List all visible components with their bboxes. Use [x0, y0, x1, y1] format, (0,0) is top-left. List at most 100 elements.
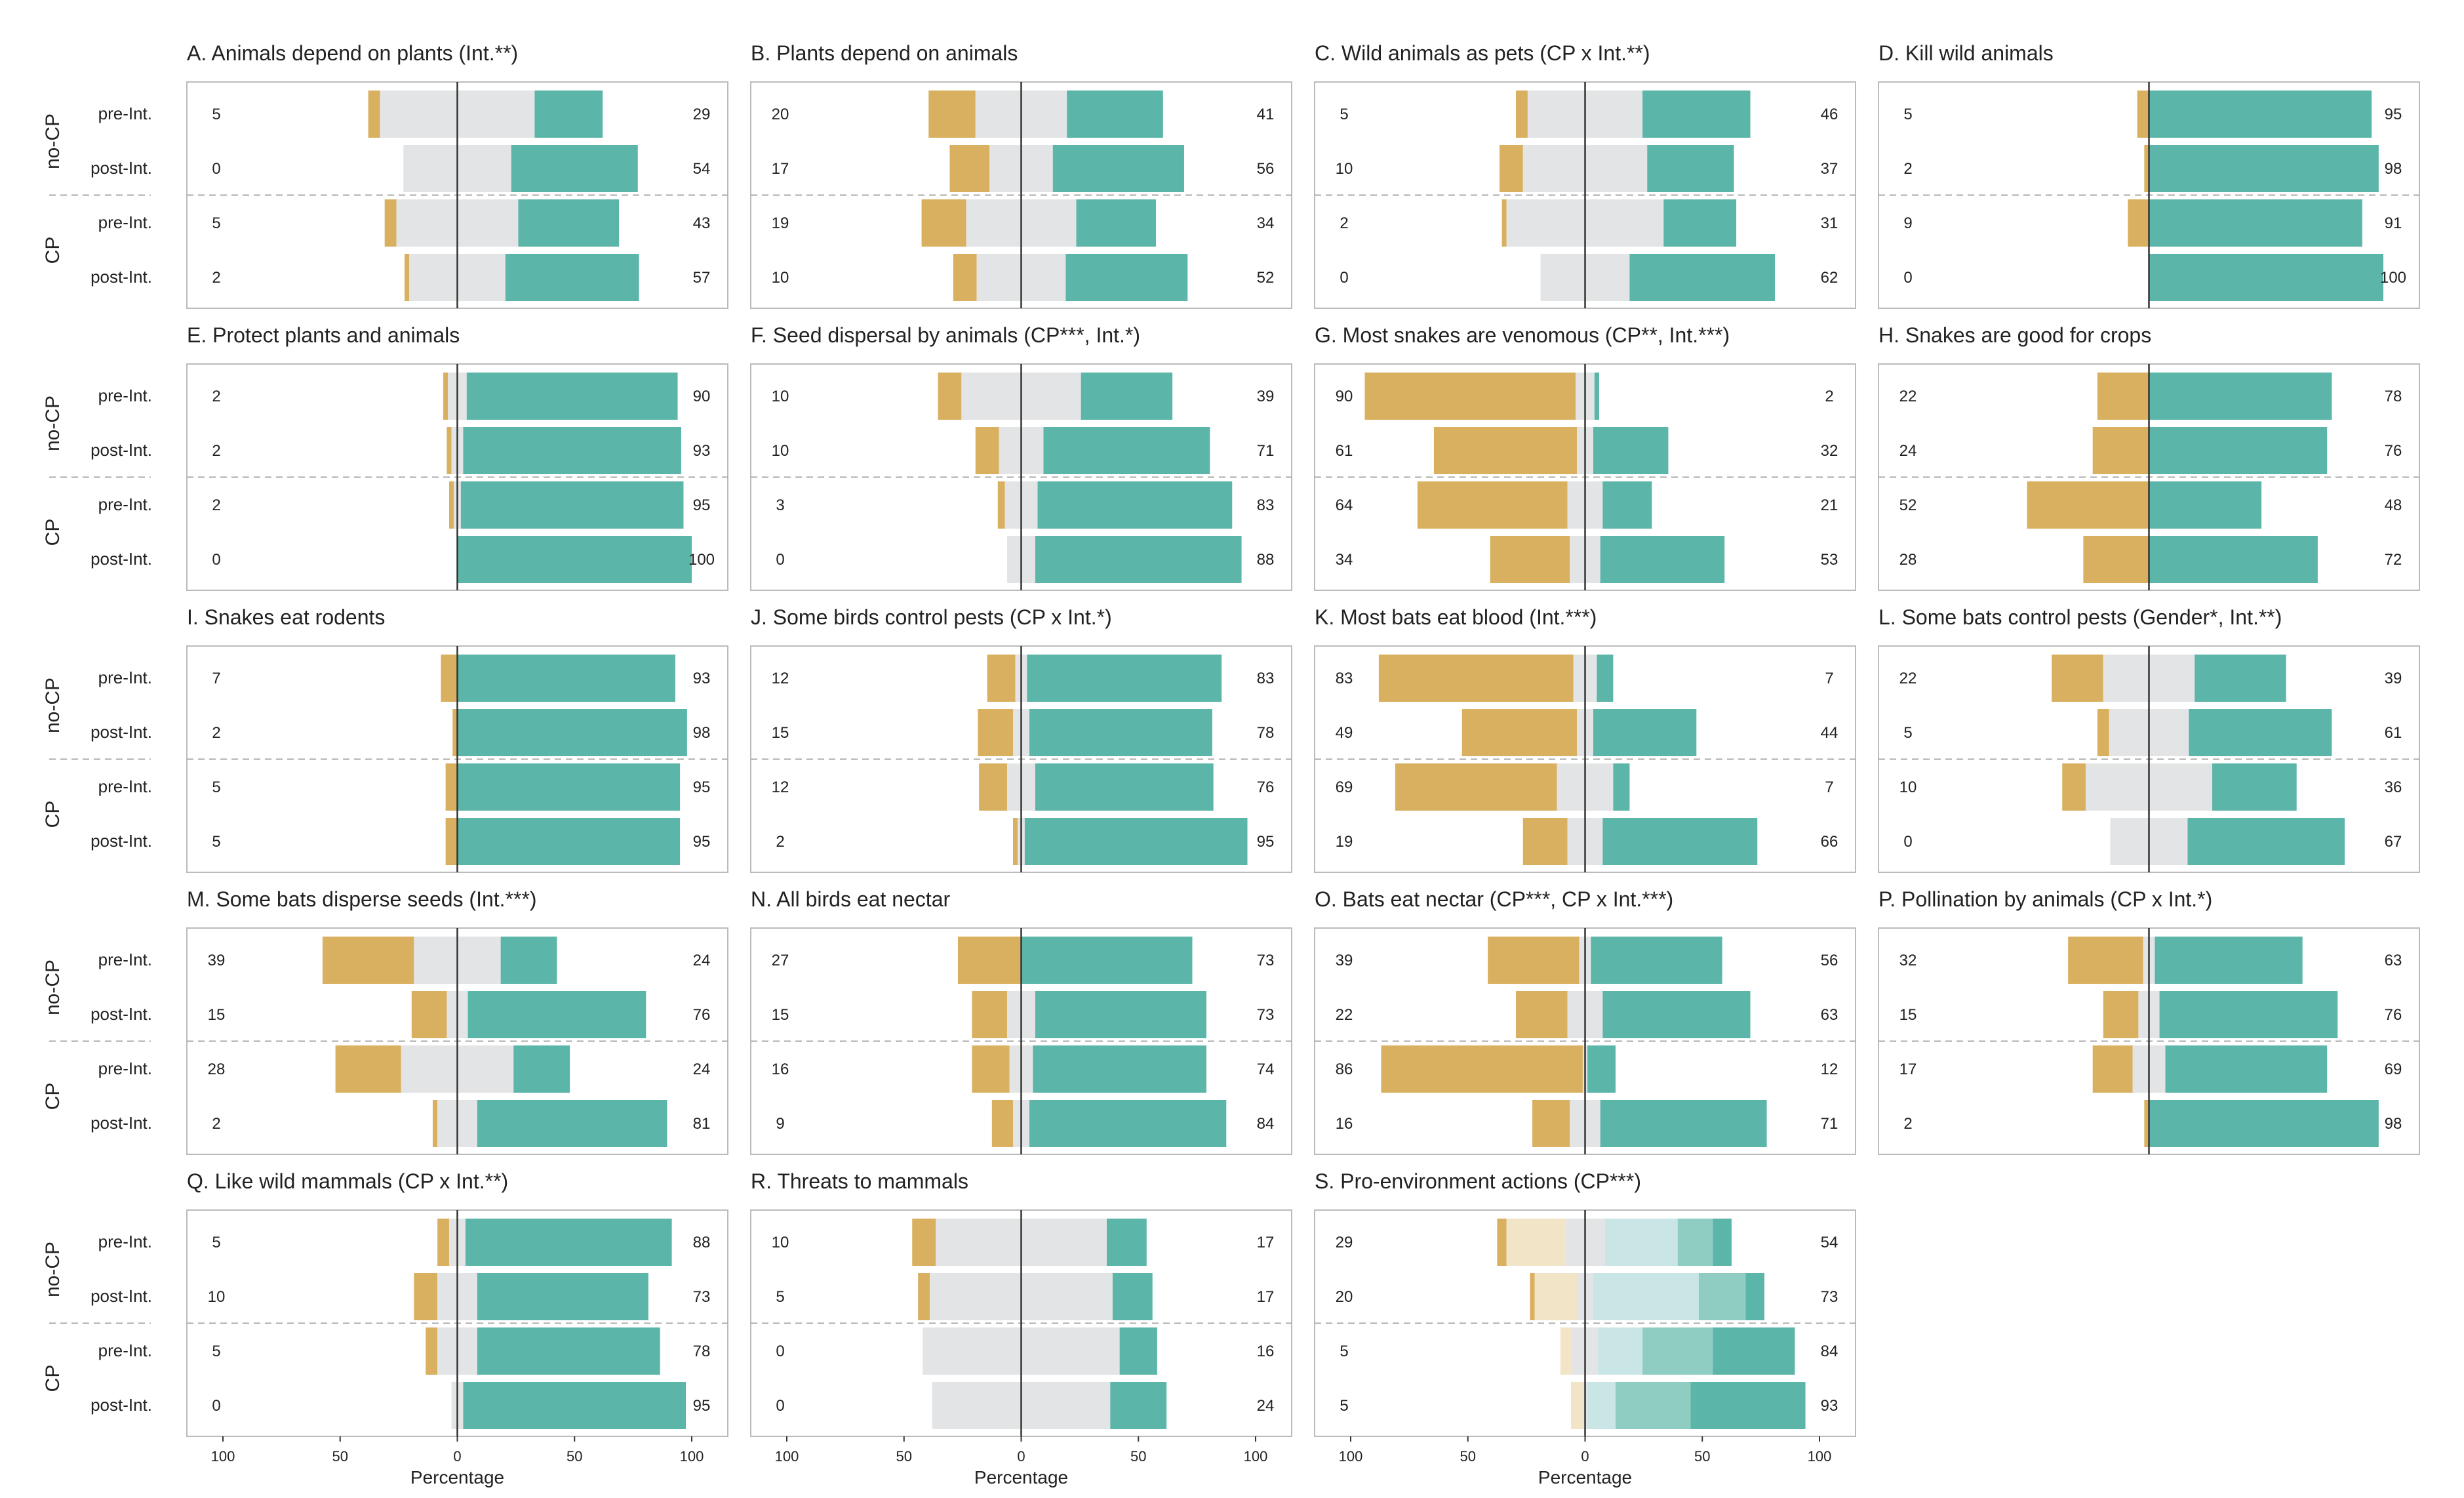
row-label: pre-Int. — [98, 668, 152, 687]
negative-percent-label: 0 — [212, 1397, 220, 1415]
positive-percent-label: 17 — [1257, 1288, 1275, 1306]
negative-percent-label: 39 — [208, 952, 226, 969]
positive-percent-label: 76 — [2385, 1006, 2402, 1024]
bar-positive-segment — [1597, 655, 1614, 702]
negative-percent-label: 0 — [1340, 269, 1348, 287]
positive-percent-label: 100 — [688, 551, 715, 569]
x-axis-label: Percentage — [410, 1467, 504, 1488]
bar-negative-segment — [2103, 991, 2139, 1038]
bar-positive-segment — [457, 536, 692, 583]
bar-negative-segment — [2144, 145, 2149, 192]
panel-title: L. Some bats control pests (Gender*, Int… — [1878, 605, 2282, 629]
positive-percent-label: 73 — [1257, 1006, 1275, 1024]
bar-positive-segment — [2149, 481, 2262, 529]
positive-percent-label: 62 — [1821, 269, 1838, 287]
x-tick-label: 100 — [1244, 1448, 1268, 1465]
negative-percent-label: 32 — [1899, 952, 1917, 969]
bar-positive-segment — [2149, 254, 2383, 301]
bar-positive-segment — [467, 991, 646, 1038]
x-tick-label: 50 — [1694, 1448, 1710, 1465]
positive-percent-label: 43 — [693, 214, 711, 232]
bar-negative-segment — [445, 763, 458, 811]
bar-positive-segment — [460, 481, 684, 529]
row-label: post-Int. — [90, 1395, 152, 1415]
bar-positive-segment — [2189, 709, 2332, 756]
negative-percent-label: 22 — [1336, 1006, 1353, 1024]
bar-negative-segment — [1488, 937, 1580, 984]
negative-percent-label: 10 — [772, 388, 789, 405]
negative-percent-label: 20 — [772, 106, 789, 123]
group-label: CP — [42, 1083, 64, 1110]
bar-negative-segment — [1530, 1273, 1535, 1320]
negative-percent-label: 10 — [1899, 779, 1917, 796]
row-label: pre-Int. — [98, 1341, 152, 1360]
positive-percent-label: 98 — [2385, 1115, 2402, 1133]
negative-percent-label: 2 — [1903, 1115, 1912, 1133]
bar-negative-segment — [2027, 481, 2149, 529]
positive-percent-label: 17 — [1257, 1234, 1275, 1251]
panel-title: P. Pollination by animals (CP x Int.*) — [1878, 887, 2212, 911]
bar-negative-segment — [1497, 1219, 1507, 1266]
negative-percent-label: 10 — [772, 1234, 789, 1251]
row-label: pre-Int. — [98, 104, 152, 123]
bar-negative-segment — [2068, 937, 2143, 984]
bar-positive_mid-segment — [1615, 1382, 1691, 1429]
negative-percent-label: 3 — [776, 496, 784, 514]
bar-negative-segment — [1012, 818, 1018, 865]
bar-negative-segment — [2092, 1045, 2133, 1093]
bar-positive-segment — [463, 427, 681, 474]
x-tick-label: 100 — [1339, 1448, 1363, 1465]
positive-percent-label: 71 — [1821, 1115, 1838, 1133]
negative-percent-label: 90 — [1336, 388, 1353, 405]
negative-percent-label: 2 — [1903, 160, 1912, 178]
bar-negative-segment — [957, 937, 1022, 984]
bar-negative-segment — [2137, 91, 2149, 138]
bar-negative-segment — [445, 818, 458, 865]
bar-positive-segment — [1119, 1327, 1157, 1375]
positive-percent-label: 66 — [1821, 833, 1838, 851]
positive-percent-label: 32 — [1821, 442, 1838, 460]
bar-positive-segment — [2149, 1100, 2379, 1147]
negative-percent-label: 19 — [772, 214, 789, 232]
panel-title: S. Pro-environment actions (CP***) — [1315, 1169, 1641, 1193]
x-tick-label: 50 — [566, 1448, 582, 1465]
bar-negative-segment — [368, 91, 380, 138]
positive-percent-label: 63 — [1821, 1006, 1838, 1024]
panel-title: R. Threats to mammals — [751, 1169, 968, 1193]
positive-percent-label: 73 — [1257, 952, 1275, 969]
bar-positive-segment — [466, 373, 678, 420]
positive-percent-label: 31 — [1821, 214, 1838, 232]
row-label: post-Int. — [90, 1286, 152, 1306]
bar-negative-segment — [426, 1327, 438, 1375]
negative-percent-label: 0 — [212, 160, 220, 178]
bar-negative_light-segment — [1571, 1382, 1583, 1429]
positive-percent-label: 74 — [1257, 1061, 1275, 1078]
negative-percent-label: 10 — [1336, 160, 1353, 178]
positive-percent-label: 34 — [1257, 214, 1275, 232]
negative-percent-label: 39 — [1336, 952, 1353, 969]
bar-positive-segment — [2159, 991, 2338, 1038]
bar-positive-segment — [1593, 709, 1697, 756]
bar-positive-segment — [1663, 199, 1737, 247]
negative-percent-label: 10 — [208, 1288, 226, 1306]
bar-positive-segment — [1024, 818, 1248, 865]
bar-positive-segment — [1037, 481, 1233, 529]
bar-negative-segment — [1461, 709, 1577, 756]
panel-title: K. Most bats eat blood (Int.***) — [1315, 605, 1597, 629]
positive-percent-label: 12 — [1821, 1061, 1838, 1078]
bar-negative-segment — [447, 427, 452, 474]
row-label: post-Int. — [90, 267, 152, 287]
bar-negative-segment — [2083, 536, 2149, 583]
bar-positive-segment — [1035, 536, 1242, 583]
row-label: post-Int. — [90, 158, 152, 178]
bar-negative-segment — [1378, 655, 1574, 702]
bar-negative-segment — [1433, 427, 1577, 474]
negative-percent-label: 17 — [1899, 1061, 1917, 1078]
bar-positive-segment — [1713, 1219, 1732, 1266]
positive-percent-label: 78 — [693, 1343, 711, 1360]
bar-negative-segment — [938, 373, 962, 420]
negative-percent-label: 24 — [1899, 442, 1917, 460]
negative-percent-label: 5 — [1903, 724, 1912, 742]
negative-percent-label: 0 — [776, 551, 784, 569]
bar-positive-segment — [2149, 199, 2362, 247]
